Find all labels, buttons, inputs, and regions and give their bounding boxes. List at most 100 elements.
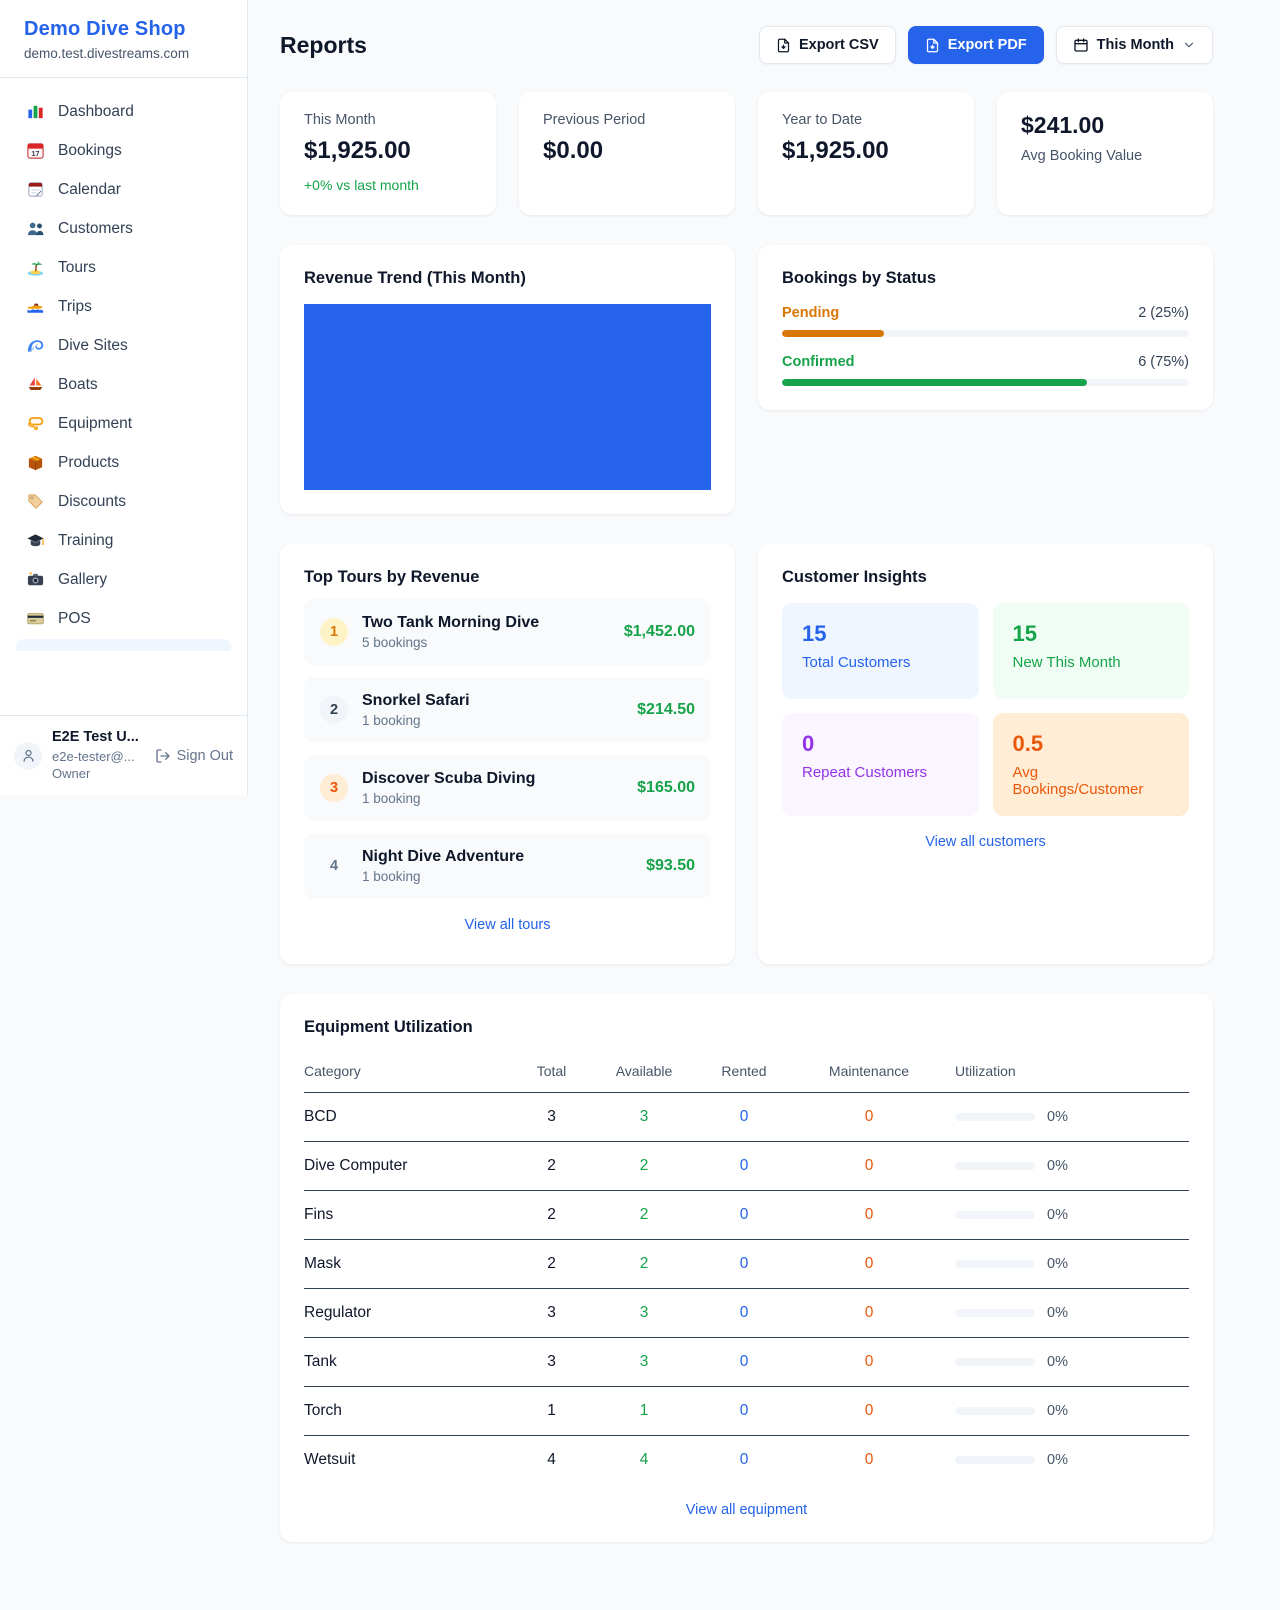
maintenance-cell: 0 bbox=[799, 1190, 939, 1240]
export-pdf-button[interactable]: Export PDF bbox=[907, 26, 1044, 64]
column-header: Total bbox=[504, 1051, 599, 1093]
header-actions: Export CSV Export PDF This Month bbox=[758, 26, 1213, 64]
column-header: Category bbox=[304, 1051, 504, 1093]
utilization-cell: 0% bbox=[939, 1239, 1189, 1289]
export-csv-button[interactable]: Export CSV bbox=[758, 26, 896, 64]
utilization-bar bbox=[955, 1259, 1035, 1268]
bar-chart-icon bbox=[26, 102, 45, 121]
sidebar-item-calendar[interactable]: Calendar bbox=[8, 170, 239, 209]
available-cell: 3 bbox=[599, 1092, 689, 1142]
utilization-cell: 0% bbox=[939, 1337, 1189, 1387]
chevron-down-icon bbox=[1184, 42, 1194, 48]
charts-row: Revenue Trend (This Month) Bookings by S… bbox=[280, 245, 1213, 514]
sidebar-item-products[interactable]: Products bbox=[8, 443, 239, 482]
shop-name: Demo Dive Shop bbox=[24, 18, 186, 40]
status-label: Confirmed bbox=[782, 354, 855, 370]
sidebar-item-pos[interactable]: POS bbox=[8, 599, 239, 638]
rank-badge: 2 bbox=[320, 696, 348, 724]
customer-insights-card: Customer Insights 15 Total Customers 15 … bbox=[758, 544, 1213, 964]
export-csv-label: Export CSV bbox=[798, 37, 879, 53]
stat-card-previous-period: Previous Period $0.00 bbox=[519, 92, 735, 215]
utilization-bar bbox=[955, 1161, 1035, 1170]
sidebar-item-discounts[interactable]: Discounts bbox=[8, 482, 239, 521]
utilization-value: 0% bbox=[1047, 1304, 1068, 1321]
status-bar-fill bbox=[782, 379, 1088, 386]
main-content: Reports Export CSV Export PDF This Month… bbox=[248, 0, 1280, 1596]
view-all-customers-link[interactable]: View all customers bbox=[782, 834, 1189, 850]
rented-cell: 0 bbox=[689, 1337, 799, 1387]
view-all-tours-link[interactable]: View all tours bbox=[304, 917, 711, 933]
status-bar-fill bbox=[782, 330, 884, 337]
rented-cell: 0 bbox=[739, 1451, 749, 1468]
svg-text:17: 17 bbox=[32, 150, 40, 158]
available-cell: 3 bbox=[599, 1288, 689, 1338]
status-count: 6 (75%) bbox=[1138, 354, 1189, 370]
utilization-value: 0% bbox=[1047, 1108, 1068, 1125]
sidebar-item-label: POS bbox=[58, 609, 91, 627]
sidebar-item-tours[interactable]: Tours bbox=[8, 248, 239, 287]
sidebar: Demo Dive Shop demo.test.divestreams.com… bbox=[0, 0, 248, 795]
utilization-value: 0% bbox=[1047, 1451, 1068, 1468]
package-icon bbox=[26, 453, 45, 472]
insight-label: Avg Bookings/Customer bbox=[1012, 764, 1144, 798]
total-cell: 4 bbox=[547, 1451, 556, 1468]
view-all-equipment-link[interactable]: View all equipment bbox=[304, 1502, 1189, 1518]
page-header: Reports Export CSV Export PDF This Month bbox=[280, 26, 1213, 64]
sidebar-item-label: Equipment bbox=[58, 414, 133, 432]
maintenance-cell: 0 bbox=[799, 1092, 939, 1142]
tour-row: 1 Two Tank Morning Dive 5 bookings $1,45… bbox=[304, 599, 711, 665]
category-cell: Fins bbox=[304, 1190, 504, 1240]
tour-name: Snorkel Safari bbox=[362, 692, 470, 709]
camera-icon bbox=[26, 570, 45, 589]
sidebar-item-bookings[interactable]: 17 Bookings bbox=[8, 131, 239, 170]
sidebar-item-boats[interactable]: Boats bbox=[8, 365, 239, 404]
sidebar-item-label: Bookings bbox=[58, 141, 122, 159]
total-cell: 2 bbox=[504, 1141, 599, 1191]
user-footer: E2E Test U... e2e-tester@... Owner Sign … bbox=[0, 715, 247, 795]
insights-grid: 15 Total Customers 15 New This Month 0 R… bbox=[782, 603, 1189, 816]
sidebar-item-label: Trips bbox=[58, 297, 92, 315]
total-cell: 3 bbox=[504, 1288, 599, 1338]
utilization-bar bbox=[955, 1308, 1035, 1317]
sidebar-item-label: Dashboard bbox=[58, 102, 134, 120]
rented-cell: 0 bbox=[689, 1092, 799, 1142]
column-header: Rented bbox=[689, 1051, 799, 1093]
tour-row: 4 Night Dive Adventure 1 booking $93.50 bbox=[304, 833, 711, 899]
bookings-by-status-title: Bookings by Status bbox=[782, 269, 937, 287]
tour-bookings: 5 bookings bbox=[362, 635, 428, 650]
status-count: 2 (25%) bbox=[1138, 305, 1189, 321]
maintenance-cell: 0 bbox=[799, 1239, 939, 1289]
status-bar-track bbox=[782, 379, 1189, 386]
table-row: BCD 3 3 0 0 0% bbox=[304, 1092, 1189, 1142]
credit-card-icon bbox=[26, 609, 45, 628]
utilization-cell: 0% bbox=[939, 1288, 1189, 1338]
available-cell: 3 bbox=[599, 1337, 689, 1387]
sidebar-item-trips[interactable]: Trips bbox=[8, 287, 239, 326]
category-cell: Mask bbox=[304, 1239, 504, 1289]
rented-cell: 0 bbox=[689, 1239, 799, 1289]
maintenance-cell: 0 bbox=[799, 1337, 939, 1387]
sign-out-button[interactable]: Sign Out bbox=[155, 748, 233, 764]
period-selector[interactable]: This Month bbox=[1055, 26, 1213, 64]
sidebar-item-equipment[interactable]: Equipment bbox=[8, 404, 239, 443]
available-cell: 2 bbox=[599, 1239, 689, 1289]
sidebar-item-training[interactable]: Training bbox=[8, 521, 239, 560]
sidebar-item-gallery[interactable]: Gallery bbox=[8, 560, 239, 599]
sidebar-item-customers[interactable]: Customers bbox=[8, 209, 239, 248]
equipment-utilization-title: Equipment Utilization bbox=[304, 1018, 473, 1036]
sidebar-item-dive-sites[interactable]: Dive Sites bbox=[8, 326, 239, 365]
total-cell: 3 bbox=[504, 1092, 599, 1142]
insight-tile-total-customers: 15 Total Customers bbox=[782, 603, 979, 699]
rented-cell: 0 bbox=[689, 1288, 799, 1338]
available-cell: 2 bbox=[599, 1190, 689, 1240]
utilization-bar bbox=[955, 1210, 1035, 1219]
tour-bookings: 1 booking bbox=[362, 713, 421, 728]
sidebar-item-dashboard[interactable]: Dashboard bbox=[8, 92, 239, 131]
category-cell: Wetsuit bbox=[304, 1451, 356, 1468]
sidebar-item-partial[interactable] bbox=[16, 639, 231, 651]
people-icon bbox=[26, 219, 45, 238]
total-cell: 2 bbox=[504, 1239, 599, 1289]
tour-bookings: 1 booking bbox=[362, 791, 421, 806]
sidebar-item-label: Gallery bbox=[58, 570, 108, 588]
bookings-by-status-card: Bookings by Status Pending 2 (25%) Confi… bbox=[758, 245, 1213, 410]
